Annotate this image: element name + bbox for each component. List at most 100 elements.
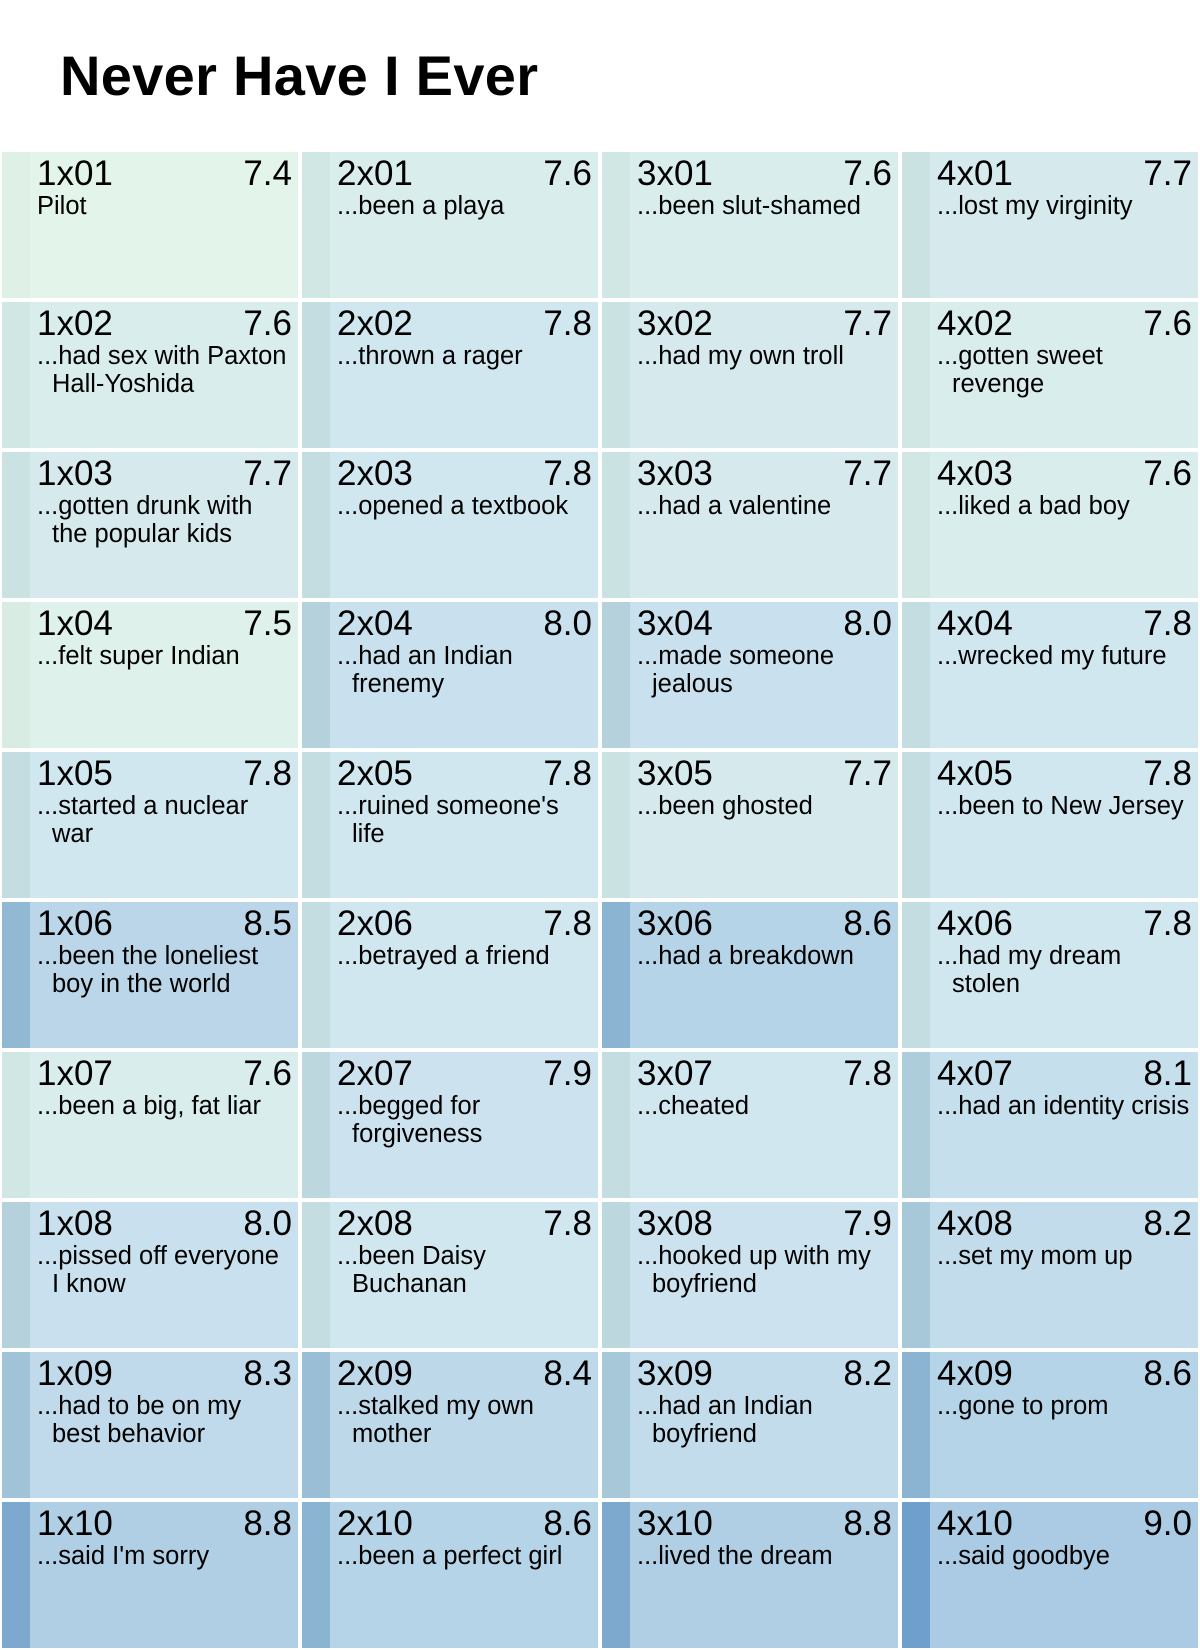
episode-cell-4x08: 4x08 8.2 ...set my mom up [902,1202,1198,1348]
episode-title: ...had sex with Paxton Hall-Yoshida [37,342,287,398]
episode-code: 2x10 [337,1504,413,1543]
episode-cell-3x09: 3x09 8.2 ...had an Indian boyfriend [602,1352,898,1498]
episode-rating: 8.2 [843,1354,892,1393]
episode-code: 4x05 [937,754,1013,793]
rating-stripe [2,902,30,1048]
episode-rating: 7.9 [843,1204,892,1243]
episode-cell-1x09: 1x09 8.3 ...had to be on my best behavior [2,1352,298,1498]
rating-stripe [602,452,630,598]
episode-title: ...made someone jealous [637,642,835,698]
episode-cell-2x02: 2x02 7.8 ...thrown a rager [302,302,598,448]
rating-stripe [902,1502,930,1648]
episode-title: ...been the loneliest boy in the world [37,942,259,998]
episode-cell-3x04: 3x04 8.0 ...made someone jealous [602,602,898,748]
episode-rating: 7.6 [843,154,892,193]
episode-code: 4x09 [937,1354,1013,1393]
episode-rating: 7.7 [243,454,292,493]
rating-stripe [902,752,930,898]
episode-cell-4x02: 4x02 7.6 ...gotten sweet revenge [902,302,1198,448]
episode-cell-2x08: 2x08 7.8 ...been Daisy Buchanan [302,1202,598,1348]
episode-cell-3x08: 3x08 7.9 ...hooked up with my boyfriend [602,1202,898,1348]
episode-rating: 7.6 [543,154,592,193]
episode-code: 3x05 [637,754,713,793]
episode-rating: 8.8 [243,1504,292,1543]
rating-stripe [2,1502,30,1648]
episode-code: 1x05 [37,754,113,793]
episode-code: 1x06 [37,904,113,943]
episode-rating: 7.6 [1143,454,1192,493]
episode-title: ...gotten drunk with the popular kids [37,492,253,548]
episode-title: ...started a nuclear war [37,792,249,848]
episode-title: ...thrown a rager [337,342,523,370]
episode-cell-3x10: 3x10 8.8 ...lived the dream [602,1502,898,1648]
episode-title: ...gone to prom [937,1392,1109,1420]
episode-rating: 8.6 [843,904,892,943]
episode-rating: 7.6 [1143,304,1192,343]
episode-code: 4x10 [937,1504,1013,1543]
episode-code: 1x10 [37,1504,113,1543]
episode-cell-4x01: 4x01 7.7 ...lost my virginity [902,152,1198,298]
episode-cell-1x04: 1x04 7.5 ...felt super Indian [2,602,298,748]
rating-stripe [902,1202,930,1348]
episode-rating: 8.0 [243,1204,292,1243]
episode-title: ...had my dream stolen [937,942,1122,998]
episode-title: ...betrayed a friend [337,942,550,970]
episode-title: ...lived the dream [637,1542,833,1570]
episode-rating: 7.8 [243,754,292,793]
rating-stripe [302,1052,330,1198]
episode-cell-1x10: 1x10 8.8 ...said I'm sorry [2,1502,298,1648]
episode-cell-2x09: 2x09 8.4 ...stalked my own mother [302,1352,598,1498]
episode-title: ...stalked my own mother [337,1392,534,1448]
episode-ratings-grid: 1x01 7.4 Pilot 1x02 7.6 ...had sex with Paxto… [2,152,1200,1650]
episode-cell-3x05: 3x05 7.7 ...been ghosted [602,752,898,898]
episode-cell-3x01: 3x01 7.6 ...been slut-shamed [602,152,898,298]
rating-stripe [2,752,30,898]
episode-cell-3x06: 3x06 8.6 ...had a breakdown [602,902,898,1048]
rating-stripe [602,1352,630,1498]
rating-stripe [302,452,330,598]
episode-rating: 8.4 [543,1354,592,1393]
rating-stripe [302,1202,330,1348]
episode-rating: 7.8 [543,754,592,793]
episode-title: ...been to New Jersey [937,792,1184,820]
rating-stripe [902,902,930,1048]
rating-stripe [2,1202,30,1348]
episode-code: 3x01 [637,154,713,193]
episode-title: ...said I'm sorry [37,1542,210,1570]
episode-title: ...lost my virginity [937,192,1133,220]
episode-title: ...had a breakdown [637,942,854,970]
episode-title: ...cheated [637,1092,749,1120]
episode-rating: 7.7 [843,454,892,493]
episode-rating: 8.8 [843,1504,892,1543]
episode-title: Pilot [37,192,87,220]
episode-rating: 8.3 [243,1354,292,1393]
episode-code: 1x09 [37,1354,113,1393]
rating-stripe [302,902,330,1048]
rating-stripe [2,1052,30,1198]
episode-rating: 7.8 [843,1054,892,1093]
rating-stripe [602,1202,630,1348]
episode-title: ...been slut-shamed [637,192,861,220]
episode-title: ...had an Indian boyfriend [637,1392,813,1448]
episode-cell-2x06: 2x06 7.8 ...betrayed a friend [302,902,598,1048]
episode-title: ...begged for forgiveness [337,1092,483,1148]
rating-stripe [602,1052,630,1198]
episode-code: 1x04 [37,604,113,643]
episode-cell-4x09: 4x09 8.6 ...gone to prom [902,1352,1198,1498]
episode-title: ...said goodbye [937,1542,1110,1570]
episode-code: 3x03 [637,454,713,493]
episode-code: 3x09 [637,1354,713,1393]
rating-stripe [602,302,630,448]
episode-cell-2x04: 2x04 8.0 ...had an Indian frenemy [302,602,598,748]
episode-cell-4x06: 4x06 7.8 ...had my dream stolen [902,902,1198,1048]
episode-cell-4x05: 4x05 7.8 ...been to New Jersey [902,752,1198,898]
chart-title: Never Have I Ever [60,44,539,107]
episode-title: ...been a playa [337,192,505,220]
episode-code: 3x04 [637,604,713,643]
episode-cell-4x04: 4x04 7.8 ...wrecked my future [902,602,1198,748]
rating-stripe [302,752,330,898]
episode-cell-1x03: 1x03 7.7 ...gotten drunk with the popular … [2,452,298,598]
episode-title: ...set my mom up [937,1242,1133,1270]
episode-cell-1x01: 1x01 7.4 Pilot [2,152,298,298]
rating-stripe [302,152,330,298]
